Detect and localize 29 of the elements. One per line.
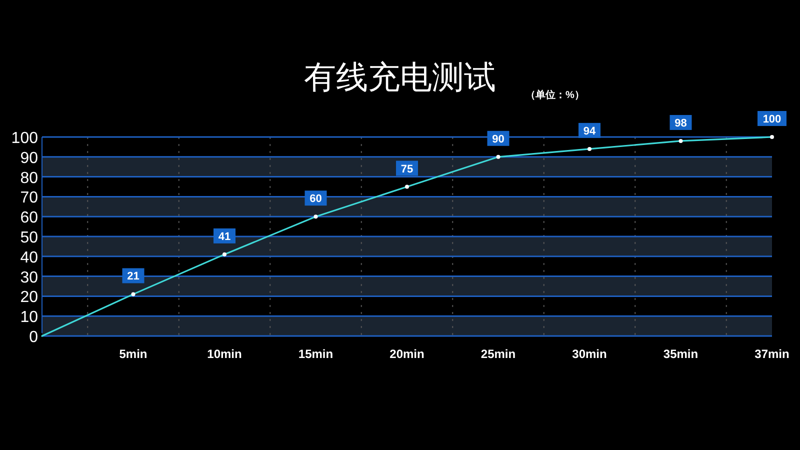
x-tick-label: 30min xyxy=(572,347,607,361)
data-label: 90 xyxy=(492,133,504,146)
x-tick-label: 35min xyxy=(663,347,698,361)
y-tick-label: 60 xyxy=(20,210,38,227)
y-tick-label: 0 xyxy=(29,329,38,346)
chart-subtitle: （单位：%） xyxy=(526,89,584,101)
x-tick-label: 20min xyxy=(390,347,424,361)
data-label: 60 xyxy=(310,193,322,206)
y-tick-label: 10 xyxy=(20,309,38,326)
x-tick-label: 5min xyxy=(119,347,148,361)
y-tick-label: 100 xyxy=(11,130,38,147)
data-label: 41 xyxy=(218,230,231,243)
x-tick-label: 25min xyxy=(480,347,516,361)
y-tick-label: 90 xyxy=(20,150,38,167)
y-tick-label: 80 xyxy=(20,170,38,187)
x-tick-label: 15min xyxy=(298,347,334,361)
data-label: 100 xyxy=(762,114,782,126)
y-tick-label: 30 xyxy=(20,269,38,286)
data-label: 21 xyxy=(127,270,140,283)
y-tick-label: 70 xyxy=(20,190,38,207)
data-label: 94 xyxy=(583,125,596,138)
data-label: 98 xyxy=(674,117,687,130)
y-tick-label: 20 xyxy=(20,289,38,306)
chart-title: 有线充电测试 xyxy=(304,59,496,95)
y-tick-label: 40 xyxy=(20,249,38,266)
data-label: 75 xyxy=(400,163,414,176)
x-tick-label: 37min xyxy=(754,347,790,361)
x-tick-label: 10min xyxy=(207,347,242,361)
y-tick-label: 50 xyxy=(20,230,38,246)
